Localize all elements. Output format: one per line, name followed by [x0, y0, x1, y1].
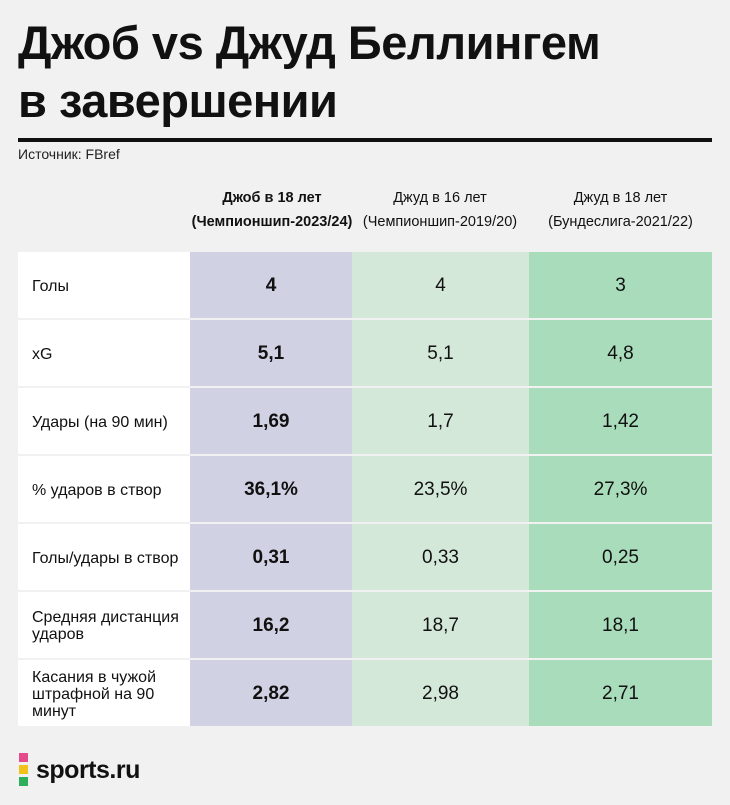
row-label: Средняя дистанция ударов [32, 609, 179, 643]
page-title: Джоб vs Джуд Беллингем в завершении [18, 14, 718, 130]
column-header-jude-18: Джуд в 18 лет (Бундеслига-2021/22) [529, 188, 712, 232]
row-separator [18, 590, 712, 592]
column-header-job-18: Джоб в 18 лет (Чемпионшип-2023/24) [186, 188, 358, 232]
job-value: 2,82 [252, 683, 290, 704]
jude18-value: 1,42 [602, 411, 639, 432]
jude16-value: 0,33 [422, 547, 459, 568]
jude16-value: 1,7 [427, 411, 454, 432]
jude16-value: 2,98 [422, 683, 459, 704]
table-row-avg-shot-distance: Средняя дистанция ударов 16,2 18,7 18,1 [18, 592, 712, 660]
job-column-background [190, 252, 352, 726]
table-row-shots-on-target-pct: % ударов в створ 36,1% 23,5% 27,3% [18, 456, 712, 524]
job-value: 1,69 [252, 411, 290, 432]
table-row-shots-per-90: Удары (на 90 мин) 1,69 1,7 1,42 [18, 388, 712, 456]
jude16-value: 18,7 [422, 615, 459, 636]
title-divider [18, 138, 712, 142]
jude16-value: 4 [435, 275, 446, 296]
jude16-value: 5,1 [427, 343, 454, 364]
stats-table: Голы 4 4 3 xG 5,1 5,1 4,8 Удары (на 90 м… [18, 252, 712, 728]
table-row-xg: xG 5,1 5,1 4,8 [18, 320, 712, 388]
jude18-value: 18,1 [602, 615, 639, 636]
jude16-value: 23,5% [413, 479, 468, 500]
column-header-league: (Чемпионшип-2023/24) [191, 214, 353, 230]
row-separator [18, 318, 712, 320]
row-label: Голы/удары в створ [32, 549, 179, 567]
brand-name: sports.ru [36, 755, 140, 784]
source-note: Источник: FBref [18, 146, 120, 162]
jude18-value: 4,8 [607, 343, 634, 364]
jude18-value: 27,3% [593, 479, 648, 500]
jude18-value: 3 [615, 275, 626, 296]
row-label: Удары (на 90 мин) [32, 413, 168, 431]
job-value: 36,1% [244, 479, 298, 500]
jude18-value: 2,71 [602, 683, 639, 704]
row-label: % ударов в створ [32, 481, 162, 499]
column-header-league: (Бундеслига-2021/22) [548, 214, 693, 230]
row-separator [18, 658, 712, 660]
column-header-name: Джуд в 18 лет [573, 190, 668, 206]
table-row-goals: Голы 4 4 3 [18, 252, 712, 320]
column-header-league: (Чемпионшип-2019/20) [362, 214, 518, 230]
table-row-box-touches-per-90: Касания в чужой штрафной на 90 минут 2,8… [18, 660, 712, 728]
jude18-column-background [529, 252, 712, 726]
jude16-column-background [352, 252, 529, 726]
column-header-jude-16: Джуд в 16 лет (Чемпионшип-2019/20) [352, 188, 528, 232]
row-label: xG [32, 345, 53, 363]
row-separator [18, 454, 712, 456]
row-label: Касания в чужой штрафной на 90 минут [32, 668, 156, 720]
title-line-1: Джоб vs Джуд Беллингем [18, 16, 601, 69]
column-header-name: Джоб в 18 лет [222, 190, 322, 206]
row-separator [18, 386, 712, 388]
job-value: 5,1 [257, 343, 285, 364]
column-header-name: Джуд в 16 лет [393, 190, 487, 206]
sports-ru-logo: sports.ru [18, 752, 140, 788]
job-value: 0,31 [252, 547, 290, 568]
title-line-2: в завершении [18, 74, 338, 127]
logo-dots-icon [19, 753, 28, 786]
job-value: 4 [265, 275, 277, 296]
label-column-background [18, 252, 190, 726]
row-separator [18, 522, 712, 524]
jude18-value: 0,25 [602, 547, 639, 568]
job-value: 16,2 [252, 615, 290, 636]
table-row-goals-per-shot-on-target: Голы/удары в створ 0,31 0,33 0,25 [18, 524, 712, 592]
row-label: Голы [32, 277, 69, 295]
